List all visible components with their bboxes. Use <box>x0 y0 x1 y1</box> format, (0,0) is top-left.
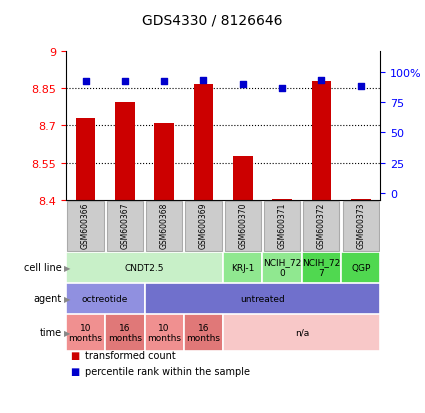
Bar <box>66 283 144 314</box>
Bar <box>262 252 302 283</box>
Text: transformed count: transformed count <box>85 350 176 360</box>
Text: GSM600368: GSM600368 <box>160 202 169 248</box>
Bar <box>223 314 380 351</box>
Bar <box>264 201 300 251</box>
Bar <box>343 201 379 251</box>
Text: GSM600370: GSM600370 <box>238 202 247 248</box>
Bar <box>303 201 340 251</box>
Text: untreated: untreated <box>240 294 285 303</box>
Bar <box>185 201 221 251</box>
Bar <box>66 314 105 351</box>
Text: ▶: ▶ <box>64 328 70 337</box>
Text: 10
months: 10 months <box>68 323 102 342</box>
Bar <box>146 201 182 251</box>
Text: 16
months: 16 months <box>108 323 142 342</box>
Text: 10
months: 10 months <box>147 323 181 342</box>
Point <box>161 78 167 85</box>
Text: 16
months: 16 months <box>187 323 221 342</box>
Text: QGP: QGP <box>351 263 371 272</box>
Point <box>122 78 128 85</box>
Point <box>279 85 286 92</box>
Point <box>239 82 246 88</box>
Bar <box>144 314 184 351</box>
Text: GDS4330 / 8126646: GDS4330 / 8126646 <box>142 14 283 28</box>
Point <box>82 78 89 85</box>
Text: ▶: ▶ <box>64 263 70 272</box>
Text: GSM600369: GSM600369 <box>199 202 208 248</box>
Text: GSM600371: GSM600371 <box>278 202 286 248</box>
Text: GSM600366: GSM600366 <box>81 202 90 248</box>
Bar <box>107 201 143 251</box>
Text: time: time <box>40 328 62 337</box>
Text: n/a: n/a <box>295 328 309 337</box>
Bar <box>312 82 331 200</box>
Bar <box>68 201 104 251</box>
Bar <box>184 314 223 351</box>
Bar <box>105 314 144 351</box>
Text: ■: ■ <box>70 350 79 360</box>
Bar <box>351 199 371 200</box>
Text: GSM600373: GSM600373 <box>356 202 365 248</box>
Text: agent: agent <box>34 293 62 304</box>
Text: percentile rank within the sample: percentile rank within the sample <box>85 366 250 376</box>
Text: KRJ-1: KRJ-1 <box>231 263 255 272</box>
Bar <box>302 252 341 283</box>
Text: ▶: ▶ <box>64 294 70 303</box>
Bar <box>144 283 380 314</box>
Text: CNDT2.5: CNDT2.5 <box>125 263 164 272</box>
Point <box>357 83 364 90</box>
Bar <box>272 199 292 200</box>
Bar <box>341 252 380 283</box>
Text: NCIH_72
0: NCIH_72 0 <box>263 258 301 277</box>
Bar <box>76 119 95 200</box>
Bar <box>233 157 252 200</box>
Bar <box>194 85 213 200</box>
Point <box>318 77 325 84</box>
Bar <box>223 252 262 283</box>
Bar <box>154 123 174 200</box>
Text: NCIH_72
7: NCIH_72 7 <box>302 258 340 277</box>
Text: ■: ■ <box>70 366 79 376</box>
Point <box>200 77 207 84</box>
Bar <box>225 201 261 251</box>
Text: cell line: cell line <box>24 262 62 273</box>
Text: GSM600372: GSM600372 <box>317 202 326 248</box>
Text: GSM600367: GSM600367 <box>120 202 129 248</box>
Bar <box>115 102 135 200</box>
Text: octreotide: octreotide <box>82 294 128 303</box>
Bar <box>66 252 223 283</box>
